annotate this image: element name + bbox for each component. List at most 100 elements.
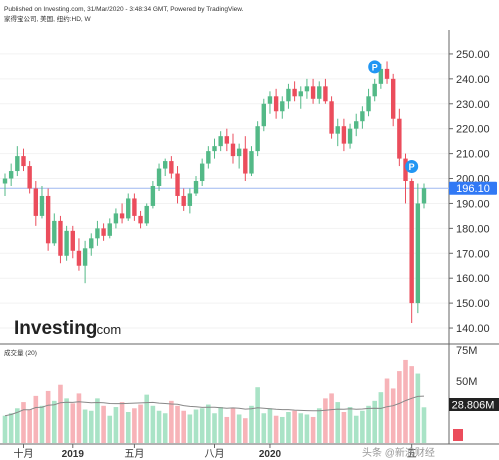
volume-bar	[76, 393, 82, 443]
volume-bar	[323, 398, 328, 443]
volume-bar	[341, 412, 347, 443]
candle-body	[323, 86, 328, 102]
candle-body	[341, 126, 347, 144]
candles-group	[2, 61, 427, 324]
candle-body	[15, 156, 20, 172]
candle-body	[193, 181, 199, 194]
candle-body	[113, 213, 119, 224]
candle-body	[273, 96, 279, 112]
candle-body	[89, 238, 94, 249]
event-marker[interactable]	[405, 160, 419, 174]
candle-body	[2, 178, 8, 184]
volume-bar	[27, 409, 32, 443]
volume-bar	[39, 405, 45, 443]
candle-body	[329, 101, 334, 134]
volume-bar	[403, 359, 408, 443]
volume-bar	[390, 388, 396, 443]
time-tick-label: 2020	[259, 449, 282, 460]
price-tick-label: 150.00	[456, 298, 490, 310]
candle-body	[267, 96, 273, 104]
candle-body	[255, 126, 260, 152]
volume-bar	[335, 402, 341, 443]
volume-bar	[51, 400, 57, 443]
symbol-label: 家得宝公司, 美国, 纽约:HD, W	[4, 14, 92, 23]
volume-bar	[45, 390, 51, 443]
candle-body	[261, 103, 266, 127]
event-marker[interactable]	[368, 60, 382, 74]
event-marker-label: P	[409, 162, 415, 172]
candle-body	[27, 166, 32, 189]
volume-bar	[2, 415, 8, 443]
candle-body	[175, 173, 180, 196]
volume-bar	[316, 408, 322, 443]
candle-body	[107, 223, 112, 236]
volume-bar	[310, 416, 316, 443]
volume-bar	[88, 410, 94, 443]
volume-moving-average	[4, 395, 425, 417]
candle-body	[218, 136, 223, 147]
volume-bar	[162, 413, 168, 443]
candle-body	[70, 230, 75, 251]
candle-body	[347, 128, 353, 144]
volume-bar	[304, 414, 310, 443]
volume-bar	[107, 415, 113, 443]
volume-bar	[372, 400, 378, 443]
volume-tick-label: 75M	[456, 345, 477, 357]
volume-bar	[298, 413, 304, 443]
published-note: Published on Investing.com, 31/Mar/2020 …	[4, 6, 244, 13]
volume-label: 成交量 (20)	[4, 348, 37, 357]
volume-bar	[236, 414, 242, 443]
price-tick-label: 160.00	[456, 273, 490, 285]
candle-body	[280, 101, 285, 112]
candle-body	[335, 126, 340, 134]
candle-body	[101, 228, 106, 236]
price-tick-label: 240.00	[456, 74, 490, 86]
candle-body	[181, 195, 186, 206]
candle-body	[366, 96, 371, 112]
investing-logo: Investing .com	[14, 318, 121, 339]
candle-body	[138, 215, 143, 224]
current-volume-badge: 28.806M	[449, 398, 499, 412]
volume-bar	[125, 412, 131, 443]
volume-bar	[261, 413, 267, 443]
candle-body	[21, 156, 26, 167]
price-tick-label: 250.00	[456, 49, 490, 61]
candle-body	[415, 203, 421, 304]
current-price-badge: 196.10	[449, 181, 497, 195]
candle-body	[360, 111, 365, 122]
candle-body	[45, 195, 51, 244]
volume-bar	[95, 398, 100, 443]
volume-bar	[199, 408, 205, 443]
candle-body	[372, 83, 377, 97]
volume-bar	[384, 378, 390, 443]
volume-bar	[119, 402, 125, 443]
candle-body	[224, 136, 230, 144]
candle-body	[8, 171, 14, 179]
volume-bars	[2, 359, 427, 443]
volume-bar	[218, 407, 223, 443]
volume-bar	[224, 416, 230, 443]
volume-bar	[292, 410, 297, 443]
volume-bar	[206, 404, 211, 443]
volume-bar	[21, 402, 26, 443]
volume-bar	[255, 387, 260, 443]
volume-bar	[175, 405, 180, 443]
volume-bar	[347, 407, 353, 443]
candle-body	[304, 86, 310, 92]
volume-bar	[113, 407, 119, 443]
volume-bar	[360, 410, 365, 443]
candle-body	[119, 213, 125, 219]
volume-bar	[421, 407, 427, 443]
watermark: 头条 @新浪财经	[362, 446, 435, 459]
volume-bar	[286, 412, 291, 443]
candle-body	[132, 198, 137, 216]
candle-body	[249, 151, 254, 174]
volume-bar	[150, 405, 156, 443]
candle-body	[150, 186, 156, 206]
volume-bar	[132, 408, 137, 443]
candle-body	[286, 88, 291, 102]
price-tick-label: 170.00	[456, 248, 490, 260]
candle-body	[64, 230, 69, 256]
candle-body	[163, 161, 168, 169]
event-markers: PP	[368, 60, 419, 174]
